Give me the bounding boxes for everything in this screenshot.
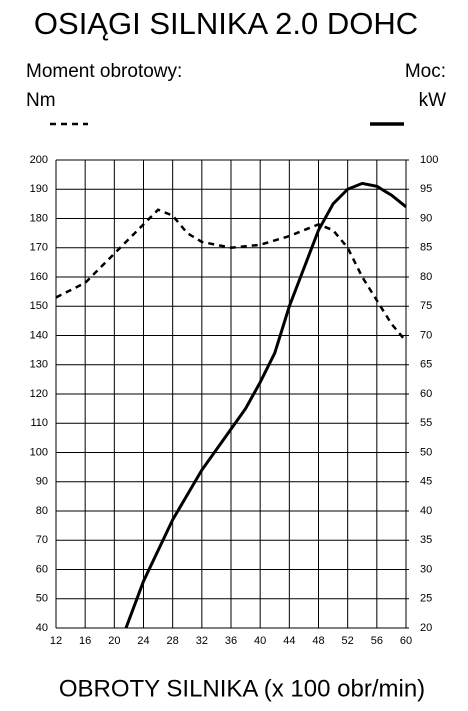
- y-tick-label: 140: [30, 329, 48, 341]
- y2-tick-label: 55: [420, 417, 432, 429]
- y-tick-label: 110: [30, 417, 48, 429]
- y-tick-label: 100: [30, 446, 48, 458]
- x-tick-label: 56: [371, 635, 383, 647]
- y-tick-label: 120: [30, 388, 48, 400]
- y2-tick-label: 25: [420, 593, 432, 605]
- x-tick-label: 40: [254, 635, 266, 647]
- x-tick-label: 36: [225, 635, 237, 647]
- y2-tick-label: 85: [420, 242, 432, 254]
- y2-tick-label: 95: [420, 183, 432, 195]
- legend-label: Moc:: [405, 61, 446, 82]
- chart-title: OSIĄGI SILNIKA 2.0 DOHC: [34, 6, 418, 41]
- y2-tick-label: 65: [420, 359, 432, 371]
- y-tick-label: 170: [30, 242, 48, 254]
- y-tick-label: 50: [36, 593, 48, 605]
- legend-unit: Nm: [26, 90, 56, 111]
- x-axis-label: OBROTY SILNIKA (x 100 obr/min): [59, 675, 425, 702]
- y2-tick-label: 35: [420, 534, 432, 546]
- x-tick-label: 24: [137, 635, 149, 647]
- y-tick-label: 40: [36, 622, 48, 634]
- x-tick-label: 44: [283, 635, 295, 647]
- y-tick-label: 90: [36, 476, 48, 488]
- x-tick-label: 52: [342, 635, 354, 647]
- legend-unit: kW: [419, 90, 447, 111]
- line: [124, 181, 407, 629]
- y2-tick-label: 100: [420, 154, 438, 166]
- y2-tick-label: 30: [420, 563, 432, 575]
- line: [55, 208, 407, 343]
- y-tick-label: 160: [30, 271, 48, 283]
- y2-tick-label: 40: [420, 505, 432, 517]
- y-tick-label: 70: [36, 534, 48, 546]
- x-tick-label: 48: [312, 635, 324, 647]
- y-tick-label: 190: [30, 183, 48, 195]
- y-tick-label: 200: [30, 154, 48, 166]
- x-tick-label: 16: [79, 635, 91, 647]
- x-tick-label: 28: [167, 635, 179, 647]
- legend-label: Moment obrotowy:: [26, 61, 182, 82]
- y-tick-label: 130: [30, 359, 48, 371]
- y2-tick-label: 50: [420, 446, 432, 458]
- y2-tick-label: 70: [420, 329, 432, 341]
- y2-tick-label: 60: [420, 388, 432, 400]
- y2-tick-label: 20: [420, 622, 432, 634]
- y-tick-label: 150: [30, 300, 48, 312]
- y2-tick-label: 45: [420, 476, 432, 488]
- y2-tick-label: 75: [420, 300, 432, 312]
- y-tick-label: 80: [36, 505, 48, 517]
- x-tick-label: 12: [50, 635, 62, 647]
- y-tick-label: 60: [36, 563, 48, 575]
- y-tick-label: 180: [30, 212, 48, 224]
- x-tick-label: 20: [108, 635, 120, 647]
- y2-tick-label: 90: [420, 212, 432, 224]
- y2-tick-label: 80: [420, 271, 432, 283]
- x-tick-label: 60: [400, 635, 412, 647]
- x-tick-label: 32: [196, 635, 208, 647]
